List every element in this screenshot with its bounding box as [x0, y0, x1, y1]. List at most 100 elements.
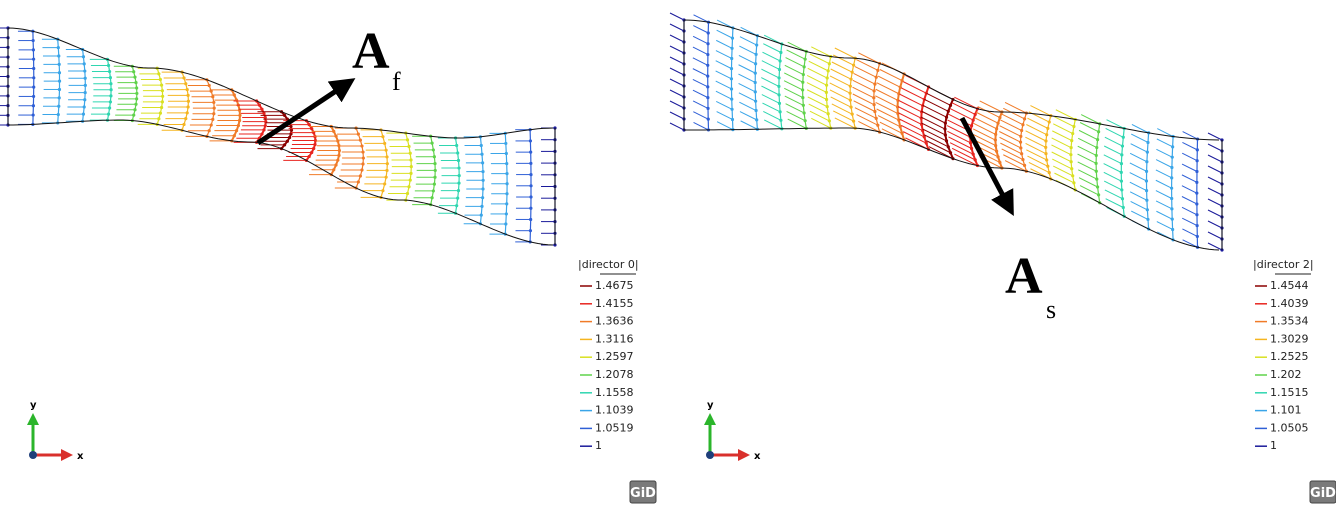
fiber — [858, 120, 880, 133]
fiber — [806, 75, 827, 86]
fiber — [928, 146, 954, 160]
fiber — [1026, 149, 1047, 161]
legend-label: 1 — [595, 439, 602, 452]
fiber — [1004, 102, 1027, 114]
fiber — [951, 147, 976, 161]
fiber — [854, 107, 877, 119]
fiber — [898, 99, 922, 113]
fiber — [738, 83, 756, 93]
outline-bottom — [684, 127, 1220, 251]
fiber — [1003, 154, 1025, 166]
legend-label: 1.1558 — [595, 386, 634, 399]
fiber — [979, 100, 1003, 113]
legend-label: 1.4675 — [595, 279, 634, 292]
fiber — [809, 110, 830, 122]
fiber — [852, 93, 875, 106]
logo-box — [629, 480, 657, 504]
section — [920, 86, 930, 150]
section — [156, 68, 164, 125]
fiber — [1106, 119, 1125, 129]
mesh — [0, 26, 557, 247]
fiber — [829, 75, 851, 87]
section — [778, 43, 783, 129]
legend-label: 1.4039 — [1270, 297, 1309, 310]
section — [32, 31, 35, 125]
fiber — [669, 89, 685, 98]
fiber — [852, 86, 875, 99]
fiber — [946, 125, 971, 138]
fiber — [784, 72, 804, 83]
fiber — [669, 67, 685, 76]
legend-title: |director 2| — [1253, 258, 1314, 271]
fiber — [1078, 177, 1098, 188]
logo-box — [1309, 480, 1336, 504]
fiber — [830, 68, 852, 80]
fiber — [669, 45, 685, 54]
fiber — [715, 80, 732, 90]
legend-label: 1.3636 — [595, 315, 634, 328]
mesh — [669, 12, 1224, 252]
outline-top — [683, 19, 1220, 141]
fiber — [875, 101, 899, 114]
section — [82, 49, 86, 122]
fiber — [761, 68, 780, 79]
fiber — [1051, 144, 1072, 156]
fiber — [738, 54, 756, 65]
fiber — [806, 82, 827, 93]
fiber — [854, 66, 877, 78]
fiber — [1207, 143, 1223, 152]
fiber — [739, 111, 757, 121]
fiber — [1025, 143, 1047, 155]
section — [707, 22, 710, 130]
fiber — [924, 134, 949, 148]
fiber — [902, 131, 927, 144]
section — [57, 39, 61, 123]
fiber — [1207, 154, 1223, 163]
fiber — [787, 41, 807, 52]
fiber — [1053, 123, 1073, 135]
section — [131, 66, 138, 121]
fiber — [1078, 129, 1098, 141]
fiber — [692, 78, 708, 88]
fiber — [739, 101, 757, 111]
section — [529, 129, 532, 242]
fiber — [1000, 142, 1022, 155]
fiber — [1155, 169, 1172, 179]
fiber — [1207, 187, 1223, 196]
fiber — [692, 46, 709, 55]
fiber — [922, 128, 947, 142]
fiber — [973, 122, 996, 135]
fiber — [1129, 181, 1147, 192]
fiber — [948, 136, 972, 149]
fiber — [807, 96, 828, 108]
axis-origin — [706, 451, 714, 459]
fiber — [808, 103, 829, 115]
fiber — [902, 81, 927, 94]
fiber — [949, 108, 974, 121]
legend-label: 1.3029 — [1270, 332, 1309, 345]
section — [454, 137, 460, 214]
fiber — [1181, 196, 1198, 205]
fiber — [763, 43, 782, 53]
fiber — [669, 100, 685, 109]
section — [825, 56, 832, 129]
fiber — [954, 96, 978, 110]
fiber — [877, 75, 901, 88]
fiber — [786, 110, 806, 122]
fiber — [716, 39, 733, 49]
axis-x-label: x — [77, 451, 84, 462]
fiber — [1104, 189, 1123, 200]
fiber — [1156, 221, 1173, 230]
section — [280, 111, 293, 150]
fiber — [1027, 155, 1049, 167]
fiber — [1103, 145, 1123, 156]
fiber — [1105, 127, 1124, 138]
section — [405, 132, 412, 201]
vector-subscript: s — [1046, 295, 1056, 324]
fiber — [999, 131, 1021, 143]
section — [230, 89, 242, 142]
fiber — [786, 49, 806, 60]
fiber — [829, 82, 851, 94]
fiber — [1053, 165, 1073, 177]
